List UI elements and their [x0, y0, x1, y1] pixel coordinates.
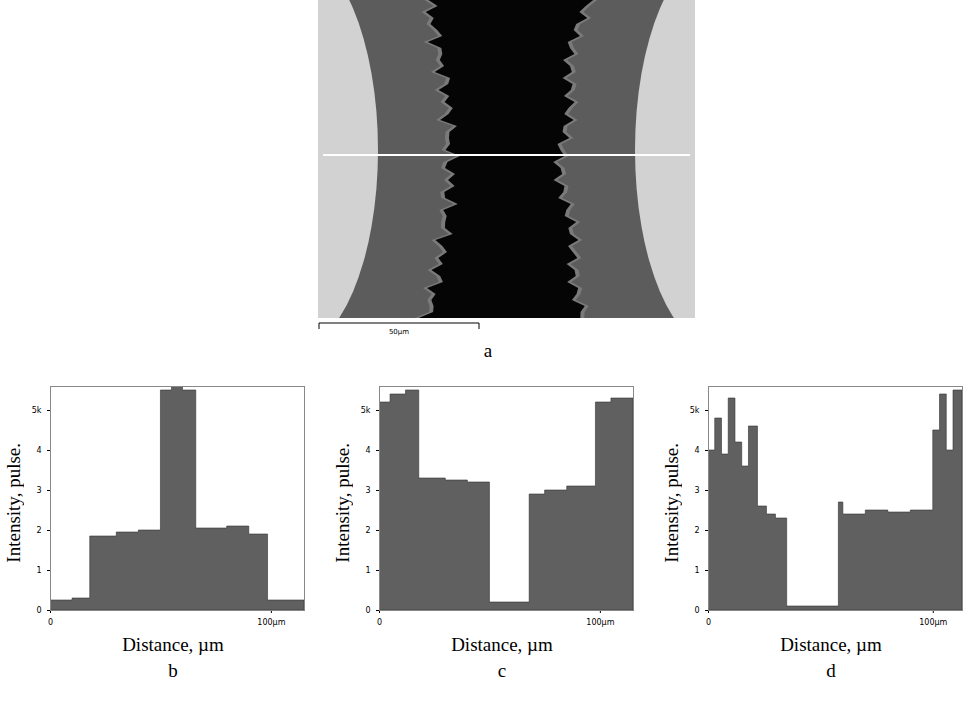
- html-text:Intensity, pulse.: Intensity, pulse.: [661, 443, 682, 563]
- svg-text:0: 0: [36, 606, 41, 615]
- svg-text:0: 0: [706, 618, 711, 627]
- svg-text:3: 3: [365, 486, 370, 495]
- svg-text:1: 1: [36, 566, 41, 575]
- html-text:Distance, µm: Distance, µm: [780, 634, 882, 655]
- svg-text:4: 4: [36, 446, 41, 455]
- svg-text:1: 1: [694, 566, 699, 575]
- svg-text:0: 0: [48, 618, 53, 627]
- svg-text:0: 0: [365, 606, 370, 615]
- svg-text:2: 2: [365, 526, 370, 535]
- svg-text:4: 4: [694, 446, 699, 455]
- html-text:a: a: [483, 340, 493, 361]
- html-text:d: d: [826, 660, 836, 681]
- svg-text:100µm: 100µm: [586, 618, 614, 627]
- html-text:Intensity, pulse.: Intensity, pulse.: [332, 443, 353, 563]
- html-text:b: b: [168, 660, 178, 681]
- svg-text:5k: 5k: [32, 406, 42, 415]
- svg-text:4: 4: [365, 446, 370, 455]
- svg-text:3: 3: [36, 486, 41, 495]
- html-text:Distance, µm: Distance, µm: [122, 634, 224, 655]
- svg-text:2: 2: [36, 526, 41, 535]
- svg-text:1: 1: [365, 566, 370, 575]
- svg-text:5k: 5k: [690, 406, 700, 415]
- svg-text:2: 2: [694, 526, 699, 535]
- svg-text:5k: 5k: [361, 406, 371, 415]
- svg-text:100µm: 100µm: [257, 618, 285, 627]
- svg-text:0: 0: [694, 606, 699, 615]
- svg-text:0: 0: [377, 618, 382, 627]
- svg-text:3: 3: [694, 486, 699, 495]
- html-text:Distance, µm: Distance, µm: [451, 634, 553, 655]
- html-text:c: c: [497, 660, 507, 681]
- svg-text:50µm: 50µm: [389, 328, 409, 336]
- svg-text:100µm: 100µm: [919, 618, 947, 627]
- html-text:Intensity, pulse.: Intensity, pulse.: [3, 443, 24, 563]
